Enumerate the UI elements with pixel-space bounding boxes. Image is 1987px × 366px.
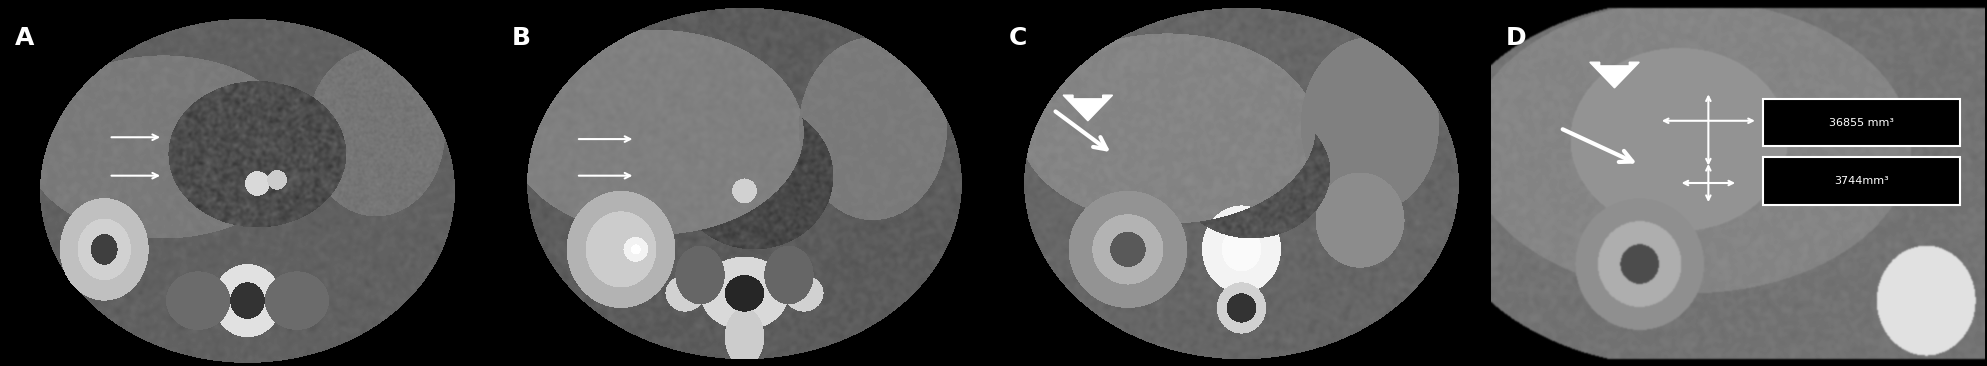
Text: D: D: [1506, 26, 1526, 50]
FancyBboxPatch shape: [1762, 157, 1961, 205]
FancyBboxPatch shape: [1762, 99, 1961, 146]
Text: 36855 mm³: 36855 mm³: [1828, 117, 1894, 128]
Text: C: C: [1009, 26, 1027, 50]
FancyArrow shape: [1063, 95, 1113, 121]
FancyArrow shape: [1590, 62, 1639, 88]
Text: 3744mm³: 3744mm³: [1834, 176, 1890, 186]
Text: B: B: [513, 26, 531, 50]
Text: A: A: [14, 26, 34, 50]
